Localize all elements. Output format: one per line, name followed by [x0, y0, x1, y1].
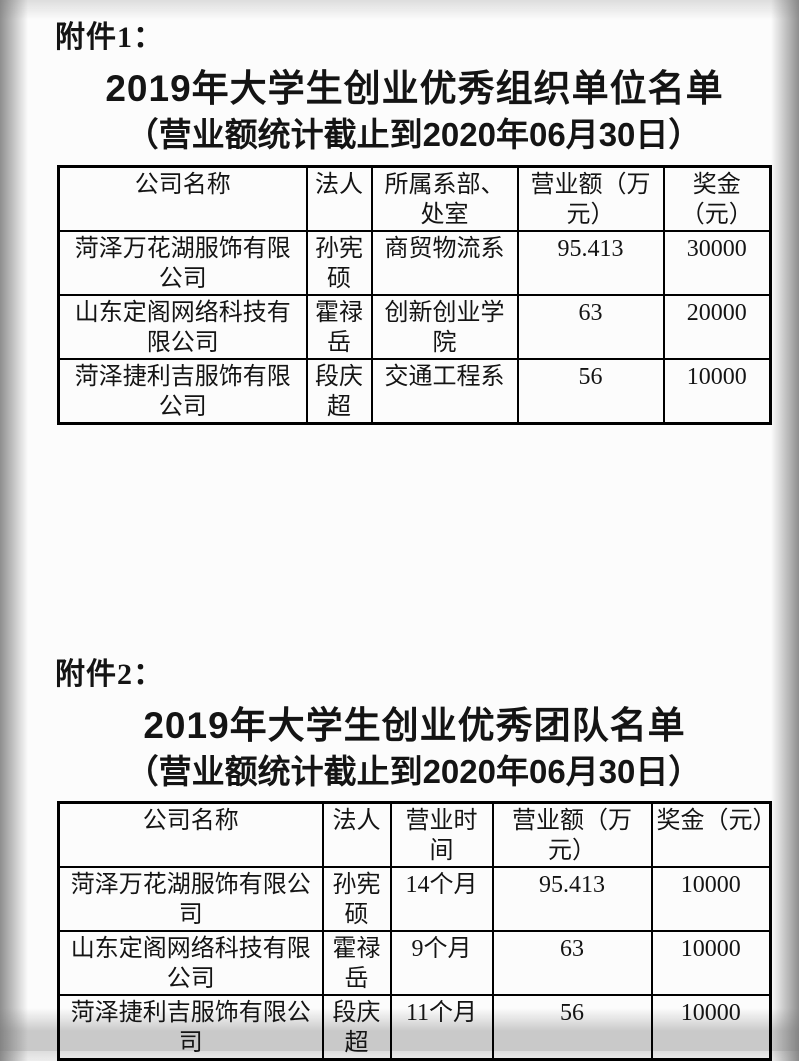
- table-cell: 段庆超: [323, 995, 391, 1060]
- column-header: 营业额（万元）: [493, 803, 652, 868]
- table-cell: 30000: [664, 231, 771, 295]
- table-cell: 山东定阁网络科技有限公司: [59, 931, 323, 995]
- table-cell: 95.413: [518, 231, 664, 295]
- table-cell: 山东定阁网络科技有限公司: [59, 295, 307, 359]
- table-cell: 9个月: [391, 931, 493, 995]
- table-cell: 菏泽万花湖服饰有限公司: [59, 231, 307, 295]
- column-header: 法人: [307, 166, 372, 231]
- column-header: 奖金（元）: [664, 166, 771, 231]
- column-header: 法人: [323, 803, 391, 868]
- table-cell: 63: [518, 295, 664, 359]
- table-cell: 10000: [652, 931, 771, 995]
- table-header-row: 公司名称法人所属系部、处室营业额（万元）奖金（元）: [59, 166, 771, 231]
- table-cell: 10000: [664, 359, 771, 424]
- attachment-1-section: 附件1： 2019年大学生创业优秀组织单位名单 （营业额统计截止到2020年06…: [0, 20, 799, 425]
- attachment-1-label: 附件1：: [55, 20, 799, 56]
- table-cell: 孙宪硕: [323, 867, 391, 931]
- table-cell: 商贸物流系: [372, 231, 518, 295]
- attachment-2-section: 附件2： 2019年大学生创业优秀团队名单 （营业额统计截止到2020年06月3…: [0, 657, 799, 1061]
- table-cell: 段庆超: [307, 359, 372, 424]
- table-cell: 霍禄岳: [307, 295, 372, 359]
- column-header: 营业额（万元）: [518, 166, 664, 231]
- attachment-1-title: 2019年大学生创业优秀组织单位名单: [0, 66, 799, 112]
- table-cell: 霍禄岳: [323, 931, 391, 995]
- table-cell: 菏泽捷利吉服饰有限公司: [59, 359, 307, 424]
- table-cell: 56: [518, 359, 664, 424]
- column-header: 营业时间: [391, 803, 493, 868]
- table-cell: 14个月: [391, 867, 493, 931]
- attachment-2-label: 附件2：: [55, 657, 799, 693]
- table-cell: 菏泽万花湖服饰有限公司: [59, 867, 323, 931]
- table-cell: 11个月: [391, 995, 493, 1060]
- table-cell: 20000: [664, 295, 771, 359]
- excellent-organization-units-table: 公司名称法人所属系部、处室营业额（万元）奖金（元） 菏泽万花湖服饰有限公司孙宪硕…: [57, 165, 772, 425]
- table-cell: 菏泽捷利吉服饰有限公司: [59, 995, 323, 1060]
- column-header: 奖金（元）: [652, 803, 771, 868]
- section-gap: [0, 425, 799, 637]
- column-header: 公司名称: [59, 166, 307, 231]
- column-header: 公司名称: [59, 803, 323, 868]
- table-cell: 95.413: [493, 867, 652, 931]
- table-cell: 创新创业学院: [372, 295, 518, 359]
- document-page: 附件1： 2019年大学生创业优秀组织单位名单 （营业额统计截止到2020年06…: [0, 20, 799, 1051]
- table-header-row: 公司名称法人营业时间营业额（万元）奖金（元）: [59, 803, 771, 868]
- table-cell: 10000: [652, 995, 771, 1060]
- table-cell: 孙宪硕: [307, 231, 372, 295]
- column-header: 所属系部、处室: [372, 166, 518, 231]
- attachment-2-title: 2019年大学生创业优秀团队名单: [0, 703, 799, 749]
- table-cell: 10000: [652, 867, 771, 931]
- table-cell: 56: [493, 995, 652, 1060]
- table-cell: 63: [493, 931, 652, 995]
- attachment-1-subtitle: （营业额统计截止到2020年06月30日）: [0, 114, 799, 155]
- table-cell: 交通工程系: [372, 359, 518, 424]
- attachment-2-subtitle: （营业额统计截止到2020年06月30日）: [0, 751, 799, 792]
